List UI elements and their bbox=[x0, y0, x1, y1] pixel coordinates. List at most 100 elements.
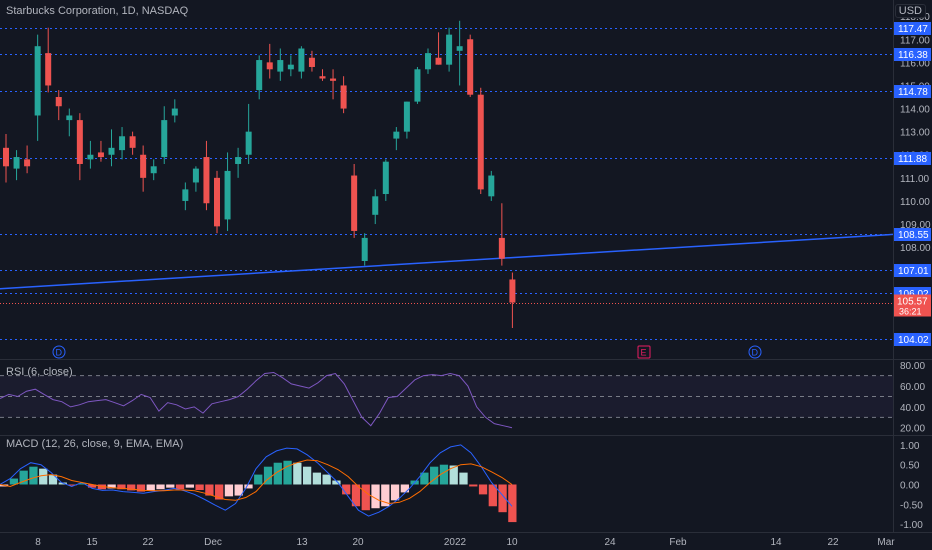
price-tick-label: 114.00 bbox=[900, 105, 930, 116]
macd-tick-label: -0.50 bbox=[900, 500, 923, 511]
time-tick-label: 20 bbox=[352, 537, 364, 548]
candle-body bbox=[150, 166, 157, 174]
price-level-label: 111.88 bbox=[898, 154, 928, 165]
macd-histogram-bar bbox=[351, 484, 361, 507]
rsi-tick-label: 20.00 bbox=[900, 424, 925, 435]
dividend-marker bbox=[748, 345, 762, 359]
macd-histogram-bar bbox=[78, 483, 87, 485]
macd-histogram-bar bbox=[127, 484, 136, 491]
macd-histogram-bar bbox=[117, 484, 126, 490]
current-price-countdown: 36:21 bbox=[899, 307, 922, 317]
price-level-badge bbox=[894, 152, 931, 165]
macd-histogram-bar bbox=[508, 484, 517, 523]
macd-histogram-bar bbox=[87, 484, 97, 488]
macd-histogram-bar bbox=[244, 484, 253, 489]
price-level-label: 114.78 bbox=[898, 87, 928, 98]
macd-histogram-bar bbox=[68, 484, 77, 486]
time-tick-label: 22 bbox=[827, 537, 839, 548]
macd-histogram-bar bbox=[283, 460, 292, 485]
candle-body bbox=[235, 157, 242, 164]
candle-body bbox=[3, 147, 9, 167]
dividend-marker-label: D bbox=[56, 348, 63, 358]
candle-body bbox=[330, 78, 337, 81]
macd-histogram-bar bbox=[420, 472, 429, 485]
candle-body bbox=[403, 101, 410, 132]
candle-body bbox=[140, 154, 147, 178]
price-level-label: 104.02 bbox=[898, 335, 929, 346]
currency-button[interactable]: USD bbox=[894, 4, 926, 18]
candle-body bbox=[182, 189, 189, 201]
time-tick-label: Mar bbox=[877, 537, 895, 548]
macd-histogram-bar bbox=[361, 484, 370, 511]
candle-body bbox=[66, 115, 73, 121]
candle-body bbox=[97, 152, 104, 158]
candle-body bbox=[319, 76, 326, 79]
candle-body bbox=[13, 157, 20, 169]
macd-histogram-bar bbox=[293, 462, 302, 485]
macd-histogram-bar bbox=[39, 468, 48, 485]
rsi-label: RSI (6, close) bbox=[6, 366, 73, 378]
macd-histogram-bar bbox=[488, 484, 497, 507]
rsi-band-fill bbox=[0, 375, 893, 418]
candle-body bbox=[488, 175, 495, 197]
macd-histogram-bar bbox=[332, 480, 341, 485]
candle-body bbox=[414, 69, 421, 102]
earnings-marker bbox=[637, 345, 651, 359]
macd-tick-label: 0.00 bbox=[900, 480, 920, 491]
candle-body bbox=[76, 120, 83, 164]
candle-body bbox=[203, 157, 210, 204]
candle-body bbox=[55, 97, 62, 107]
candle-body bbox=[372, 196, 379, 215]
candle-body bbox=[256, 60, 263, 91]
price-level-badge bbox=[894, 228, 931, 241]
candle-body bbox=[382, 161, 389, 195]
macd-histogram-bar bbox=[136, 484, 146, 492]
earnings-marker-label: E bbox=[641, 348, 647, 358]
time-tick-label: 10 bbox=[506, 537, 518, 548]
macd-histogram-bar bbox=[381, 484, 390, 507]
macd-histogram-bar bbox=[107, 484, 116, 489]
price-level-badge bbox=[894, 22, 931, 35]
candle-body bbox=[119, 136, 126, 151]
rsi-tick-label: 80.00 bbox=[900, 361, 925, 372]
macd-line bbox=[0, 444, 513, 517]
candle-body bbox=[108, 147, 115, 155]
time-tick-label: 24 bbox=[604, 537, 616, 548]
rsi-line bbox=[0, 371, 513, 429]
price-tick-label: 116.00 bbox=[900, 58, 930, 69]
signal-line bbox=[0, 459, 513, 505]
time-tick-label: 14 bbox=[770, 537, 782, 548]
macd-histogram-bar bbox=[273, 462, 282, 485]
current-price-label: 105.57 bbox=[897, 297, 928, 308]
price-tick-label: 113.00 bbox=[900, 128, 930, 139]
macd-histogram-bar bbox=[312, 472, 322, 485]
candle-body bbox=[34, 46, 41, 116]
candle-body bbox=[266, 62, 273, 70]
macd-histogram-bar bbox=[185, 484, 194, 488]
candle-body bbox=[498, 237, 505, 259]
candle-body bbox=[171, 108, 178, 116]
macd-histogram-bar bbox=[459, 472, 468, 485]
candle-body bbox=[361, 237, 368, 261]
candle-body bbox=[277, 60, 284, 72]
candle-body bbox=[161, 120, 168, 158]
price-tick-label: 108.00 bbox=[900, 243, 931, 254]
price-level-label: 108.55 bbox=[898, 230, 929, 241]
time-tick-label: 15 bbox=[86, 537, 98, 548]
macd-histogram-bar bbox=[478, 484, 488, 495]
macd-histogram-bar bbox=[205, 484, 214, 496]
candle-body bbox=[308, 57, 315, 67]
macd-histogram-bar bbox=[234, 484, 243, 496]
macd-histogram-bar bbox=[342, 484, 351, 495]
macd-histogram-bar bbox=[166, 484, 175, 488]
macd-histogram-bar bbox=[215, 484, 224, 500]
macd-histogram-bar bbox=[195, 484, 204, 491]
price-level-badge bbox=[894, 264, 931, 277]
macd-histogram-bar bbox=[263, 466, 273, 485]
candle-body bbox=[129, 136, 136, 148]
candle-body bbox=[456, 46, 463, 51]
candle-body bbox=[24, 159, 31, 167]
macd-histogram-bar bbox=[302, 466, 312, 485]
candle-body bbox=[477, 94, 484, 190]
